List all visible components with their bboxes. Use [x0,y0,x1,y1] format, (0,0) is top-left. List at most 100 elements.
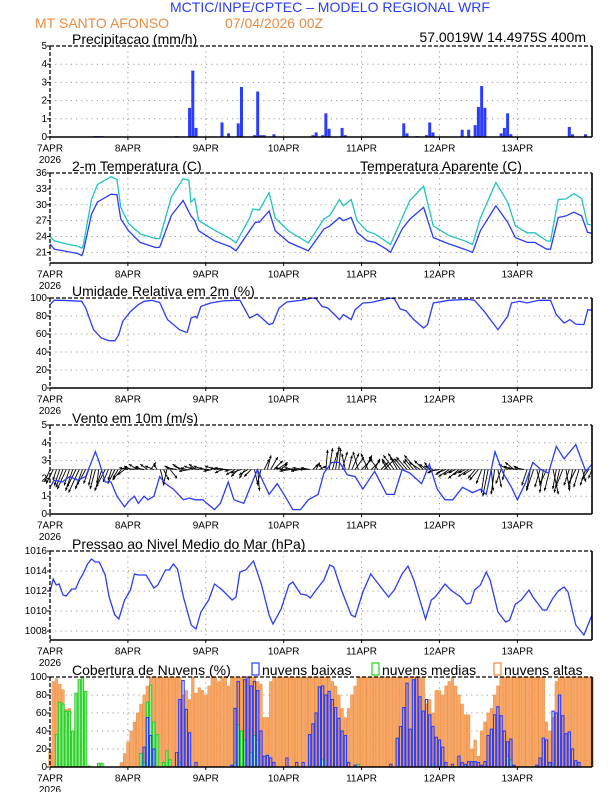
precip-bar [252,135,256,137]
high-cloud-bar [369,676,373,768]
wind-arrow [89,469,96,490]
y-tick-label: 36 [36,168,48,179]
mid-cloud-bar [58,701,62,768]
y-tick-label: 20 [36,744,48,755]
year-label: 2026 [39,155,62,166]
x-tick-label: 9APR [193,395,219,406]
high-cloud-bar [194,692,198,768]
high-cloud-bar [168,676,172,768]
header-run: 07/04/2026 00Z [225,15,324,31]
legend-swatch-icon [371,662,380,676]
wind-arrowhead [65,487,68,491]
high-cloud-bar [210,676,214,768]
wind-arrow [55,469,64,488]
high-cloud-bar [548,730,552,768]
y-tick-label: 1 [41,491,47,502]
high-cloud-bar [515,676,519,768]
wind-arrowhead [140,464,144,468]
wind-arrowhead [107,477,111,481]
wind-arrowhead [396,457,400,461]
wind-arrowhead [284,462,288,466]
precip-bar [571,134,575,137]
high-cloud-bar [272,676,276,768]
wind-arrowhead [214,470,219,474]
x-tick-label: 9APR [193,270,219,281]
wind-arrowhead [495,480,499,484]
high-cloud-bar [304,676,308,768]
legend-label: nuvens altas [504,662,583,678]
precip-bar [327,128,331,137]
wind-arrowhead [499,484,503,488]
wind-arrow [497,469,502,488]
y-tick-label: 24 [36,232,48,243]
mid-cloud-bar [77,679,81,768]
wind-arrowhead [345,451,348,455]
wind-arrowhead [469,477,473,481]
station-coordinates: 57.0019W 14.4975S 400m [419,29,586,45]
x-tick-label: 12APR [424,144,456,155]
precip-bar [236,123,240,137]
y-tick-label: 40 [36,347,48,358]
legend-label: nuvens baixas [262,662,352,678]
year-label: 2026 [39,281,62,292]
high-cloud-bar [480,730,484,768]
x-tick-label: 8APR [115,774,141,785]
precip-bar [402,123,406,137]
precip-bar [321,135,325,137]
y-tick-label: 1014 [25,566,48,577]
wind-arrowhead [448,475,452,479]
wind-arrowhead [89,485,93,490]
series-line-pressao [49,558,593,637]
wind-arrowhead [284,466,288,470]
high-cloud-bar [200,690,205,768]
wind-arrowhead [457,473,462,477]
wind-arrowhead [256,482,259,486]
wind-arrowhead [268,455,272,459]
x-tick-label: 8APR [115,270,141,281]
wind-arrowhead [178,469,182,473]
wind-arrowhead [424,462,428,466]
wind-arrowhead [226,472,230,475]
y-tick-label: 40 [36,726,48,737]
wind-arrow [526,469,535,492]
high-cloud-bar [158,676,162,768]
wind-arrowhead [63,482,67,486]
wind-arrowhead [256,480,260,484]
wind-arrowhead [437,470,441,474]
high-cloud-bar [129,730,133,768]
x-tick-label: 13APR [502,270,534,281]
high-cloud-bar [522,676,526,768]
precip-bar [509,134,513,137]
x-tick-label: 11APR [346,521,377,532]
wind-arrowhead [556,491,560,495]
precip-bar [428,122,432,137]
wind-arrowhead [482,493,485,497]
wind-arrowhead [52,477,56,481]
wind-arrowhead [435,471,439,475]
wind-arrowhead [394,458,398,462]
wind-arrow [387,453,401,470]
high-cloud-bar [583,676,588,768]
wind-arrowhead [539,482,542,486]
y-tick-label: 2 [41,473,47,484]
y-tick-label: 0 [41,509,47,520]
wind-arrowhead [404,455,408,459]
high-cloud-bar [295,676,299,768]
wind-arrow [490,469,494,491]
wind-arrowhead [501,477,505,481]
wind-arrowhead [68,489,72,493]
wind-arrow [490,469,496,495]
wind-arrowhead [118,466,123,470]
wind-arrow [331,451,339,470]
wind-arrowhead [174,465,178,469]
wind-arrowhead [209,466,213,470]
wind-arrowhead [291,469,295,473]
wind-arrow [555,469,564,488]
y-tick-label: 1 [41,114,47,125]
wind-arrowhead [521,482,524,486]
wind-arrowhead [526,487,529,491]
wind-arrowhead [53,482,57,486]
wind-arrowhead [46,480,49,484]
y-tick-label: 20 [36,365,48,376]
